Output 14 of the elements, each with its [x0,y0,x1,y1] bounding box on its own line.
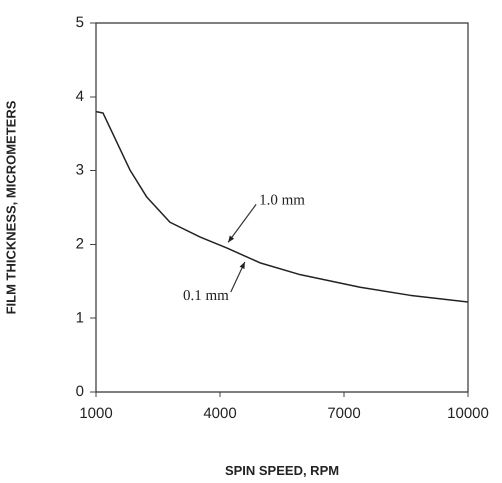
x-tick-label: 10000 [447,405,489,422]
y-tick-label: 3 [76,162,84,179]
y-tick-label: 0 [76,383,84,400]
x-tick-label: 4000 [203,405,237,422]
y-tick-label: 1 [76,309,84,326]
annotation: 1.0 mm [259,192,306,208]
y-tick-label: 5 [76,14,84,32]
annotation: 0.1 mm [182,288,230,304]
x-tick-label: 1000 [79,405,113,422]
y-tick-label: 2 [76,236,84,253]
y-axis-title: FILM THICKNESS, MICROMETERS [3,100,18,314]
y-tick-label: 4 [76,88,84,105]
x-axis-title: SPIN SPEED, RPM [224,462,340,478]
x-tick-label: 7000 [327,405,361,422]
